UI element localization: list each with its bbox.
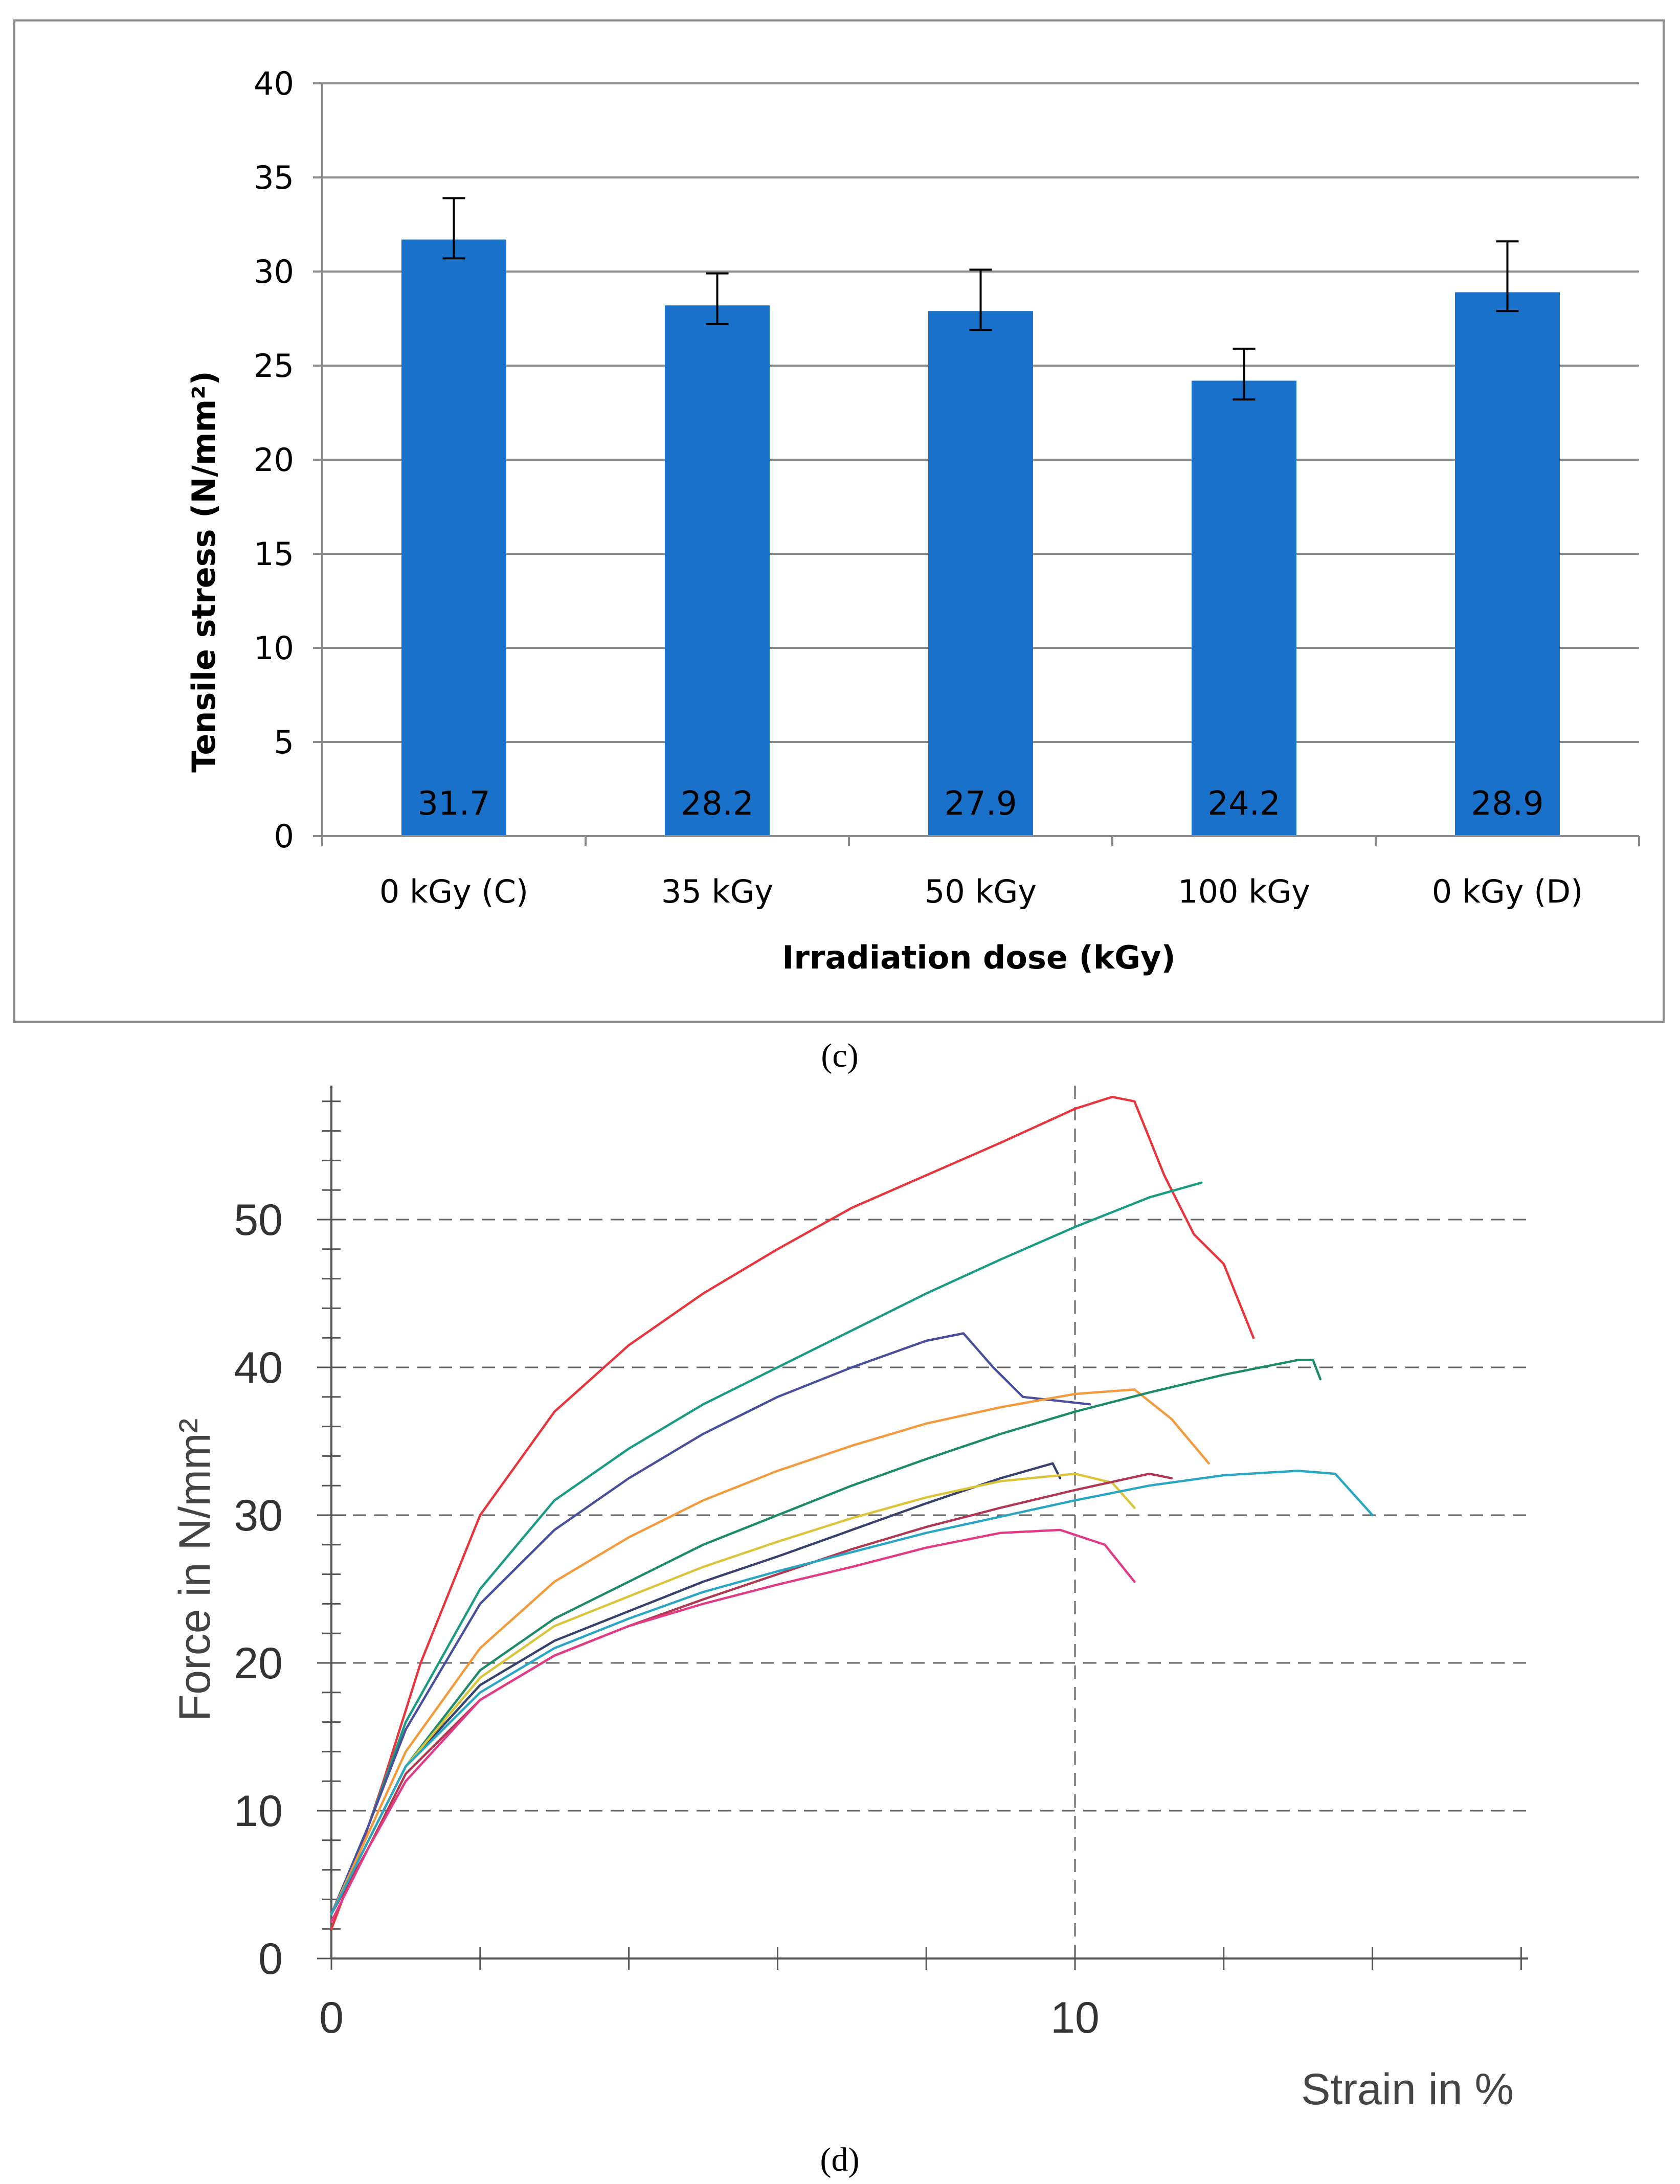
bar-chart-y-axis-label: Tensile stress (N/mm²) (185, 371, 222, 772)
error-bar (1233, 347, 1256, 401)
x-tick-label: 100 kGy (1178, 873, 1310, 910)
line-chart-y-tick-labels: 0 10 20 30 40 50 (234, 1196, 283, 1984)
line-chart-series (330, 1095, 1374, 1930)
y-tick-label: 25 (254, 347, 294, 385)
y-tick-label: 10 (234, 1787, 283, 1836)
bar-chart-y-tick-labels: 0 5 10 15 20 25 30 35 40 (254, 65, 294, 855)
bar-chart-x-axis-label: Irradiation dose (kGy) (782, 939, 1175, 976)
y-tick-label: 50 (234, 1196, 283, 1245)
line-chart-x-tick-labels: 0 10 (319, 1993, 1100, 2042)
y-tick-label: 40 (254, 65, 294, 102)
series-line (330, 1181, 1203, 1916)
bar (1455, 292, 1560, 836)
series-line (330, 1388, 1210, 1916)
line-chart-panel: 0 10 20 30 40 50 0 10 Force in N/mm² Strain in… (170, 1086, 1528, 2114)
line-chart-gridlines (331, 1086, 1528, 1958)
bar-value-label: 24.2 (1207, 785, 1281, 823)
bar-chart-x-tick-labels: 0 kGy (C) 35 kGy 50 kGy 100 kGy 0 kGy (D) (379, 873, 1583, 910)
bar-value-label: 28.2 (681, 785, 754, 823)
series-line (330, 1472, 1173, 1916)
x-tick-label: 0 kGy (C) (379, 873, 528, 910)
x-tick-label: 0 kGy (D) (1432, 873, 1583, 910)
x-tick-label: 50 kGy (925, 873, 1037, 910)
line-chart-axes (317, 1086, 1528, 1970)
series-line (330, 1470, 1374, 1916)
panel-label-d: (d) (820, 2141, 860, 2178)
bar (665, 305, 770, 836)
error-bar (969, 268, 992, 331)
bar-chart-value-labels: 31.7 28.2 27.9 24.2 28.9 (417, 785, 1544, 823)
bar-value-label: 27.9 (944, 785, 1017, 823)
x-tick-label: 0 (319, 1993, 344, 2042)
y-tick-label: 30 (234, 1491, 283, 1540)
bar-chart-bars (401, 239, 1560, 837)
y-tick-label: 0 (274, 818, 294, 855)
bar (1192, 380, 1296, 836)
x-tick-label: 10 (1050, 1993, 1100, 2042)
error-bar (442, 197, 465, 260)
chart-frame (13, 19, 1665, 1023)
y-tick-label: 20 (234, 1639, 283, 1688)
y-tick-label: 5 (274, 724, 294, 761)
y-tick-label: 40 (234, 1343, 283, 1392)
series-line (330, 1095, 1255, 1930)
series-line (330, 1332, 1091, 1916)
bar-chart-axes (313, 82, 1640, 846)
error-bar (1496, 240, 1519, 312)
series-line (330, 1528, 1136, 1923)
bar-chart-error-bars (442, 197, 1519, 401)
panel-label-c: (c) (821, 1037, 858, 1074)
y-tick-label: 10 (254, 629, 294, 667)
bar (401, 239, 506, 837)
y-tick-label: 35 (254, 159, 294, 196)
bar-value-label: 31.7 (417, 785, 490, 823)
bar-value-label: 28.9 (1471, 785, 1544, 823)
line-chart-y-axis-label: Force in N/mm² (170, 1419, 219, 1721)
y-tick-label: 30 (254, 253, 294, 290)
y-tick-label: 20 (254, 441, 294, 479)
y-tick-label: 0 (258, 1934, 283, 1984)
y-tick-label: 15 (254, 535, 294, 573)
series-line (330, 1359, 1322, 1916)
series-line (330, 1462, 1062, 1916)
bar (928, 311, 1033, 836)
bar-chart-panel: 0 5 10 15 20 25 30 35 40 31.7 28.2 27.9 24.2 28.9 0 … (13, 19, 1665, 1023)
error-bar (706, 272, 729, 326)
x-tick-label: 35 kGy (661, 873, 773, 910)
line-chart-x-axis-label: Strain in % (1301, 2065, 1514, 2114)
series-line (330, 1472, 1136, 1916)
